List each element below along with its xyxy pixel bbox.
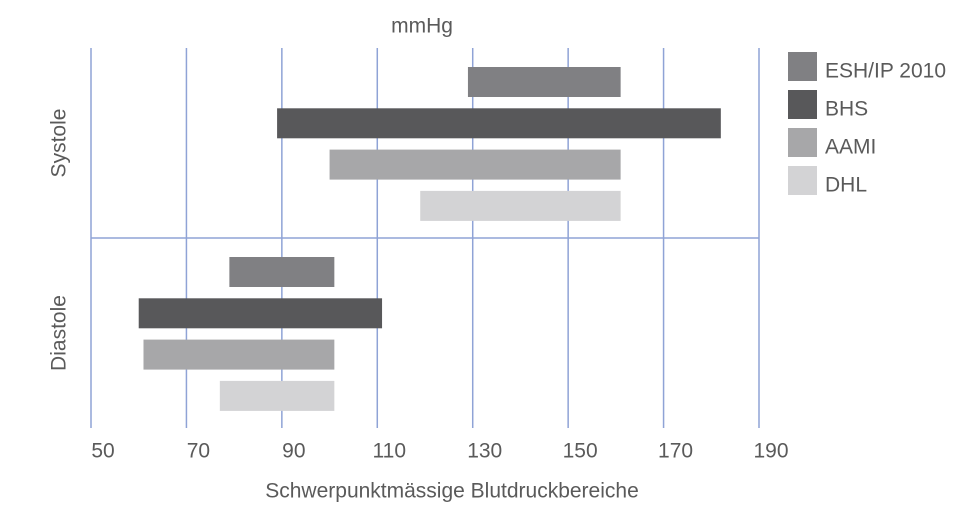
x-tick-label: 170: [658, 440, 693, 463]
x-tick-label: 110: [373, 440, 406, 463]
bar: [467, 67, 621, 97]
bar: [138, 298, 383, 329]
bar: [277, 108, 721, 139]
legend-swatch: [788, 90, 817, 119]
legend-label: AAMI: [825, 136, 876, 159]
x-axis-label: Schwerpunktmässige Blutdruckbereiche: [265, 480, 639, 503]
legend-label: ESH/IP 2010: [825, 60, 946, 83]
x-tick-label: 150: [563, 440, 598, 463]
legend-label: DHL: [825, 174, 867, 197]
bar: [420, 190, 621, 221]
x-tick-label: 190: [753, 440, 788, 463]
y-category-label: Diastole: [48, 295, 71, 371]
legend-label: BHS: [825, 98, 868, 121]
x-tick-label: 90: [282, 440, 305, 463]
bar: [229, 257, 335, 287]
legend-swatch: [788, 166, 817, 195]
bar: [143, 339, 335, 370]
x-tick-label: 70: [187, 440, 210, 463]
bar: [219, 380, 335, 411]
chart-title: mmHg: [391, 15, 453, 38]
legend-swatch: [788, 52, 817, 81]
x-tick-label: 50: [91, 440, 114, 463]
y-category-label: Systole: [48, 109, 71, 178]
bar: [329, 149, 621, 180]
x-tick-label: 130: [467, 440, 502, 463]
legend-swatch: [788, 128, 817, 157]
